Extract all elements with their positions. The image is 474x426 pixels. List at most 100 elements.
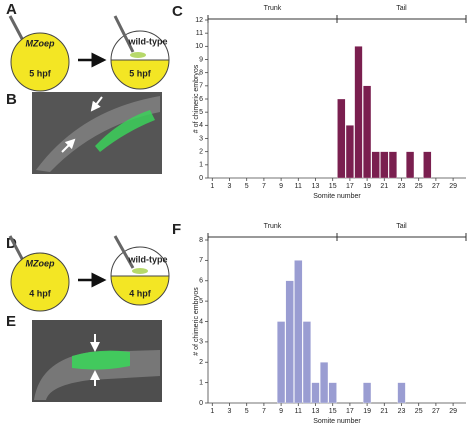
bar xyxy=(311,382,320,404)
x-tick-label: 21 xyxy=(380,408,388,415)
bar xyxy=(320,362,329,404)
panel-a: A MZoep 5 hpf wild-type 5 hpf xyxy=(6,1,170,92)
pointer xyxy=(90,96,103,112)
y-tick-label: 9 xyxy=(199,56,203,63)
panel-b: B xyxy=(6,91,162,174)
x-tick-label: 19 xyxy=(363,408,371,415)
x-axis-label: Somite number xyxy=(313,418,361,425)
y-tick-label: 3 xyxy=(199,135,203,142)
transplant xyxy=(130,52,146,58)
panel-label: E xyxy=(6,313,16,330)
x-tick-label: 11 xyxy=(295,183,302,190)
trunk-label: Trunk xyxy=(264,223,282,230)
trunk-label: Trunk xyxy=(264,5,282,12)
x-tick-label: 5 xyxy=(245,183,249,190)
x-tick-label: 29 xyxy=(449,183,457,190)
bar xyxy=(345,125,354,179)
y-tick-label: 8 xyxy=(199,237,203,244)
x-tick-label: 21 xyxy=(380,183,388,190)
green-cells xyxy=(95,110,155,152)
donor-label: MZoep xyxy=(26,38,55,48)
donor-label: MZoep xyxy=(26,258,55,268)
panel-label: F xyxy=(172,221,181,238)
y-axis-label: # of chimeric embryos xyxy=(193,64,200,133)
host-label: wild-type xyxy=(127,36,167,46)
y-tick-label: 12 xyxy=(195,17,203,24)
bar xyxy=(363,85,372,179)
panel-label: B xyxy=(6,91,17,108)
panel-d: D MZoep 4 hpf wild-type 4 hpf xyxy=(6,235,170,312)
x-tick-label: 29 xyxy=(449,408,457,415)
bar xyxy=(397,382,406,404)
embryo xyxy=(10,252,70,312)
y-tick-label: 5 xyxy=(199,109,203,116)
tail-label: Tail xyxy=(396,223,407,230)
bar xyxy=(302,321,311,404)
stage-label: 5 hpf xyxy=(29,68,52,78)
x-axis-label: Somite number xyxy=(313,193,361,200)
x-tick-label: 23 xyxy=(398,183,406,190)
panel-e: E xyxy=(6,313,162,402)
bar xyxy=(406,151,415,179)
y-tick-label: 1 xyxy=(199,379,203,386)
panel-label: D xyxy=(6,235,17,252)
bar xyxy=(294,260,303,404)
host-label: wild-type xyxy=(127,254,167,264)
y-tick-label: 4 xyxy=(199,122,203,129)
embryo-yolk xyxy=(110,59,170,90)
x-tick-label: 1 xyxy=(210,408,214,415)
y-tick-label: 7 xyxy=(199,257,203,264)
x-tick-label: 17 xyxy=(346,183,354,190)
pointer xyxy=(61,138,76,153)
x-tick-label: 23 xyxy=(398,408,406,415)
embryo-trunk xyxy=(36,96,160,172)
embryo xyxy=(10,32,70,92)
x-tick-label: 27 xyxy=(432,408,440,415)
tail-label: Tail xyxy=(396,5,407,12)
x-tick-label: 17 xyxy=(346,408,354,415)
y-tick-label: 6 xyxy=(199,96,203,103)
bar xyxy=(354,46,363,179)
y-tick-label: 2 xyxy=(199,359,203,366)
x-tick-label: 15 xyxy=(329,183,337,190)
x-tick-label: 15 xyxy=(329,408,337,415)
bar xyxy=(388,151,397,179)
stage-label: 4 hpf xyxy=(29,288,52,298)
transplant xyxy=(132,268,148,274)
x-tick-label: 1 xyxy=(210,183,214,190)
y-tick-label: 4 xyxy=(199,318,203,325)
x-tick-label: 5 xyxy=(245,408,249,415)
y-tick-label: 11 xyxy=(196,30,203,37)
bar xyxy=(285,280,294,404)
y-tick-label: 5 xyxy=(199,298,203,305)
bar xyxy=(328,382,337,404)
bar xyxy=(423,151,432,179)
bar xyxy=(371,151,380,179)
y-tick-label: 0 xyxy=(199,400,203,407)
y-tick-label: 10 xyxy=(195,43,203,50)
x-tick-label: 25 xyxy=(415,408,423,415)
bar xyxy=(277,321,286,404)
needle xyxy=(113,235,135,269)
panel-label: C xyxy=(172,3,183,20)
x-tick-label: 11 xyxy=(295,408,302,415)
bar xyxy=(380,151,389,179)
y-tick-label: 0 xyxy=(199,175,203,182)
x-tick-label: 7 xyxy=(262,408,266,415)
x-tick-label: 25 xyxy=(415,183,423,190)
x-tick-label: 7 xyxy=(262,183,266,190)
bar xyxy=(363,382,372,404)
x-tick-label: 9 xyxy=(279,183,283,190)
x-tick-label: 9 xyxy=(279,408,283,415)
x-tick-label: 19 xyxy=(363,183,371,190)
y-tick-label: 1 xyxy=(199,162,203,169)
stage-label: 5 hpf xyxy=(129,68,152,78)
y-tick-label: 3 xyxy=(199,339,203,346)
x-tick-label: 3 xyxy=(228,183,232,190)
x-tick-label: 13 xyxy=(312,408,320,415)
x-tick-label: 3 xyxy=(228,408,232,415)
x-tick-label: 13 xyxy=(312,183,320,190)
y-tick-label: 7 xyxy=(199,83,203,90)
y-tick-label: 6 xyxy=(199,278,203,285)
